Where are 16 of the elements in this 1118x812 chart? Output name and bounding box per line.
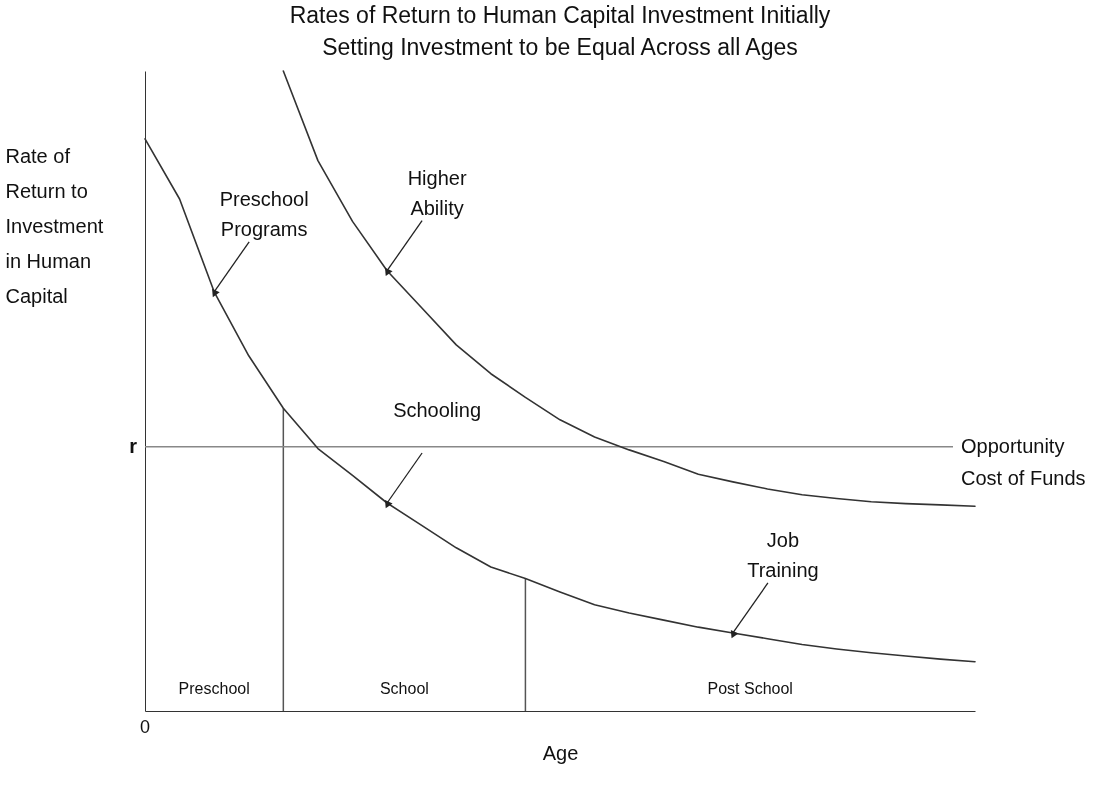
point xyxy=(730,629,739,639)
y-axis-title: Rate of Return to Investment in Human Capital xyxy=(5,144,104,307)
annotation: Schooling xyxy=(393,399,482,421)
x-axis-title: Age xyxy=(542,741,579,764)
annotation: Post School xyxy=(707,680,793,697)
annotation: School xyxy=(379,680,429,697)
ref-line-label: Opportunity Cost of Funds xyxy=(961,434,1086,489)
chart-title: Rates of Return to Human Capital Investment Initially Setting Investment to be Equal Across all Ages xyxy=(289,2,831,61)
annotation: Preschool Programs xyxy=(219,187,309,240)
point xyxy=(385,500,393,509)
annotation: Higher Ability xyxy=(407,166,467,219)
point xyxy=(212,288,220,298)
text: r xyxy=(129,434,138,457)
annotation: Preschool xyxy=(178,680,250,697)
text: 0 xyxy=(139,717,151,737)
annotation: Job Training xyxy=(747,528,819,581)
